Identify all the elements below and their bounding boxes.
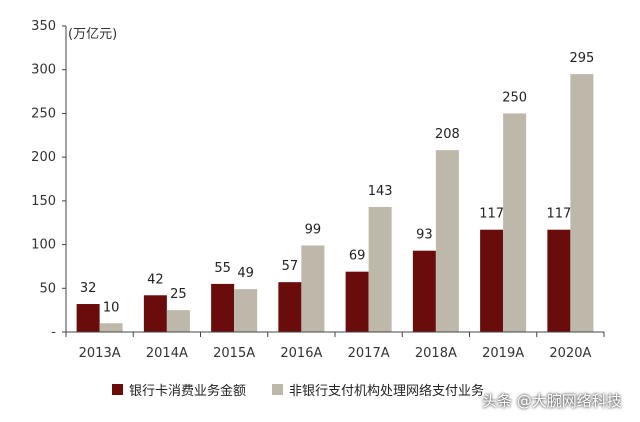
data-label-series-1: 57 xyxy=(282,259,299,274)
x-tick-label: 2018A xyxy=(415,346,457,361)
bar-series-2 xyxy=(166,310,190,332)
bar-series-2 xyxy=(301,245,325,332)
bar-chart: (万亿元) - 50 100 150 200 250 300 350 32 10 42 25 55 49… xyxy=(31,19,605,361)
data-label-series-1: 32 xyxy=(80,281,97,296)
bar-series-2 xyxy=(368,206,392,332)
data-label-series-1: 93 xyxy=(416,228,433,243)
bar-series-2 xyxy=(234,289,258,332)
x-tick-label: 2013A xyxy=(79,346,121,361)
x-axis-ticks: 2013A 2014A 2015A 2016A 2017A 2018A 2019A 2020A xyxy=(65,332,605,361)
x-tick-label: 2020A xyxy=(549,346,591,361)
data-label-series-2: 250 xyxy=(502,90,527,105)
legend-swatch-series-1 xyxy=(112,384,123,395)
x-tick-label: 2019A xyxy=(482,346,524,361)
bar-series-1 xyxy=(278,282,302,332)
data-label-series-1: 117 xyxy=(479,207,504,222)
data-label-series-2: 49 xyxy=(237,266,254,281)
y-tick-label: 50 xyxy=(39,281,56,296)
legend-label-series-1: 银行卡消费业务金额 xyxy=(129,384,247,399)
data-label-series-1: 69 xyxy=(349,249,366,264)
data-label-series-1: 117 xyxy=(546,207,571,222)
y-tick-label: 150 xyxy=(31,194,56,209)
y-tick-label: 250 xyxy=(31,106,56,121)
x-tick-label: 2015A xyxy=(213,346,255,361)
x-tick-label: 2017A xyxy=(348,346,390,361)
data-label-series-1: 42 xyxy=(147,272,164,287)
bar-series-2 xyxy=(503,113,527,332)
y-tick-label: 350 xyxy=(31,19,56,34)
data-label-series-2: 143 xyxy=(368,184,393,199)
data-label-series-2: 295 xyxy=(569,51,594,66)
bar-series-2 xyxy=(570,74,594,332)
legend-label-series-2: 非银行支付机构处理网络支付业务 xyxy=(289,384,485,399)
data-labels: 32 10 42 25 55 49 57 99 69 143 93 208 117 250 117 295 xyxy=(80,51,594,315)
legend-item-series-2: 非银行支付机构处理网络支付业务 xyxy=(272,380,484,399)
bars xyxy=(76,74,594,332)
watermark: 头条 @大腕网络科技 xyxy=(482,392,622,410)
bar-series-1 xyxy=(211,283,235,332)
bar-series-1 xyxy=(76,304,100,332)
legend-item-series-1: 银行卡消费业务金额 xyxy=(112,380,246,399)
data-label-series-2: 208 xyxy=(435,127,460,142)
x-tick-label: 2014A xyxy=(146,346,188,361)
data-label-series-2: 10 xyxy=(103,300,120,315)
bar-series-1 xyxy=(345,271,369,332)
data-label-series-1: 55 xyxy=(214,261,231,276)
y-tick-label: 200 xyxy=(31,150,56,165)
bar-series-2 xyxy=(99,323,123,332)
y-tick-label: 100 xyxy=(31,238,56,253)
data-label-series-2: 99 xyxy=(305,222,322,237)
y-tick-label: - xyxy=(51,325,56,340)
legend: 银行卡消费业务金额 非银行支付机构处理网络支付业务 xyxy=(112,380,484,399)
bar-series-1 xyxy=(143,295,167,332)
data-label-series-2: 25 xyxy=(170,287,187,302)
legend-swatch-series-2 xyxy=(272,384,284,395)
y-tick-label: 300 xyxy=(31,63,56,78)
bar-series-1 xyxy=(412,250,436,332)
bar-series-1 xyxy=(480,229,504,332)
y-unit-label: (万亿元) xyxy=(68,27,117,42)
bar-series-1 xyxy=(547,229,571,332)
x-tick-label: 2016A xyxy=(280,346,322,361)
y-axis-ticks: - 50 100 150 200 250 300 350 xyxy=(31,19,66,340)
bar-series-2 xyxy=(435,150,459,332)
